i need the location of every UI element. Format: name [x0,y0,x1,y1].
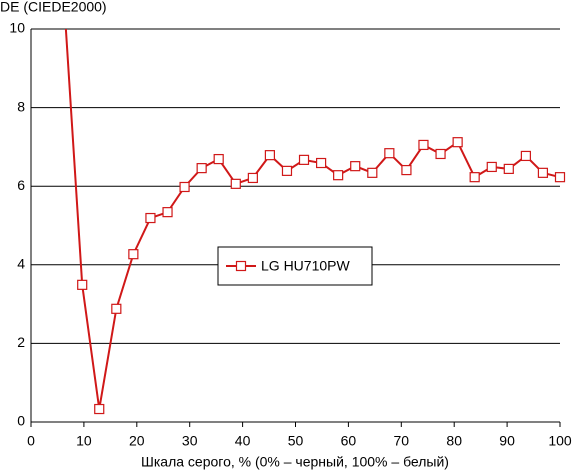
x-tick-label: 80 [446,433,462,449]
marker [367,167,378,178]
marker [162,207,173,218]
y-tick-label: 4 [17,256,25,272]
marker [111,303,122,314]
y-tick-label: 6 [17,177,25,193]
marker [537,167,549,178]
marker [418,139,429,151]
marker [333,170,344,181]
marker [213,153,224,165]
x-tick-label: 40 [235,433,251,449]
plot [64,29,566,415]
marker [486,161,497,173]
x-tick-label: 100 [548,433,572,449]
y-tick-label: 0 [17,413,25,429]
x-tick-label: 0 [27,433,35,449]
x-tick-label: 30 [182,433,198,449]
x-tick-label: 20 [129,433,145,449]
x-tick-label: 70 [394,433,410,449]
y-tick-label: 8 [17,98,25,114]
marker [196,163,207,174]
marker [247,172,258,184]
series-line [64,29,561,410]
y-axis-label: DE (CIEDE2000) [0,0,107,15]
legend-marker [235,260,247,272]
marker [401,164,412,176]
marker [554,172,566,183]
x-tick-label: 50 [288,433,304,449]
x-axis-label: Шкала серого, % (0% – черный, 100% – бел… [141,454,449,470]
marker [520,150,531,162]
marker [384,148,395,159]
marker [452,137,463,148]
x-tick-label: 90 [499,433,515,449]
y-tick-label: 10 [9,20,25,36]
x-tick-label: 60 [341,433,357,449]
marker [503,163,514,175]
marker [435,148,446,160]
y-tick-label: 2 [17,334,25,350]
marker [128,249,139,260]
marker [469,172,480,183]
marker [350,161,361,172]
legend-label: LG HU710PW [261,258,350,274]
marker [179,181,190,193]
marker [264,150,275,161]
x-tick-label: 10 [76,433,92,449]
marker [230,178,241,189]
marker [281,165,293,176]
marker [316,157,327,169]
marker [298,154,310,165]
marker [145,212,156,224]
marker [94,403,105,415]
marker [77,279,88,290]
